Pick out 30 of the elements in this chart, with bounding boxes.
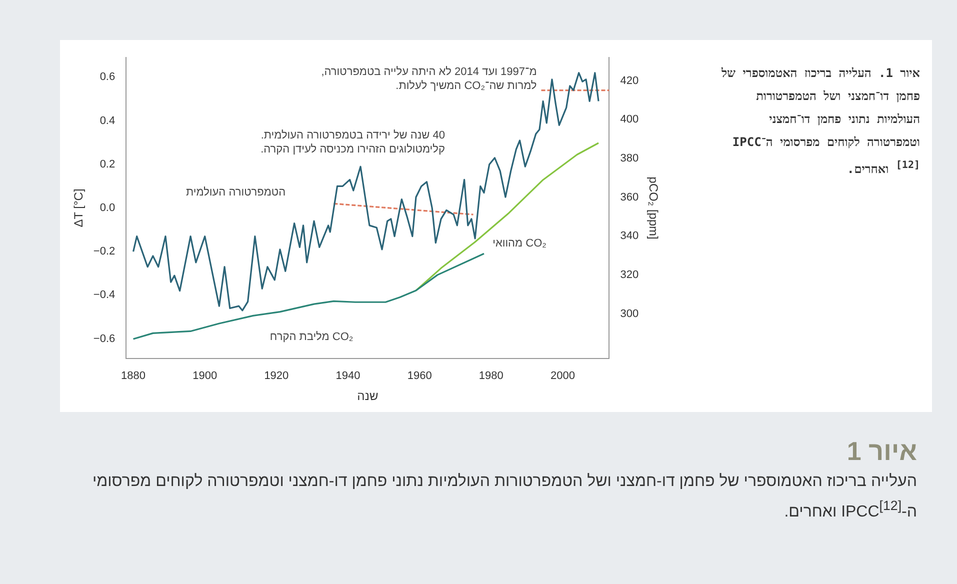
series-label: CO₂ מליבת הקרח (270, 330, 354, 343)
y2-tick-label: 400 (620, 114, 639, 126)
x-tick-label: 1940 (336, 370, 360, 382)
y2-tick-label: 340 (620, 230, 639, 242)
y-tick-label: 0.4 (100, 114, 116, 127)
y2-tick-label: 380 (620, 152, 639, 165)
y-tick-label: 0.0 (100, 202, 116, 214)
y-tick-label: −0.2 (93, 246, 116, 258)
x-tick-label: 1900 (192, 370, 218, 382)
y-tick-label: 0.6 (100, 71, 116, 84)
y2-tick-label: 300 (620, 308, 639, 320)
series-label: CO₂ מהוואי (492, 238, 546, 250)
y-tick-label: 0.2 (100, 158, 116, 170)
text: איור 1 (846, 436, 917, 467)
y2-tick-label: 360 (620, 191, 639, 204)
y-tick-label: −0.4 (93, 289, 116, 302)
y2-tick-label: 420 (620, 74, 639, 87)
y2-tick-label: 320 (620, 268, 639, 281)
x-tick-label: 1980 (478, 370, 504, 382)
x-tick-label: 1880 (121, 370, 146, 382)
y-axis-title: ΔT [°C] (72, 188, 86, 228)
x-tick-label: 2000 (550, 370, 575, 382)
text: הטמפרטורה העולמית (186, 186, 286, 198)
x-tick-label: 1920 (264, 370, 289, 382)
annotation: מ־1997 ועד 2014 לא היתה עלייה בטמפרטורה, למרות שה־CO₂ המשיך לעלות. (321, 66, 537, 92)
y-tick-label: −0.6 (93, 332, 116, 345)
x-axis-title: שנה (357, 389, 378, 404)
y2-axis-title: pCO₂ [ppm] (646, 176, 660, 240)
annotation: 40 שנה של ירידה בטמפרטורה העולמית. קלימטולוגים הזהירו מכניסה לעידן הקרה. (260, 129, 445, 156)
x-tick-label: 1960 (407, 370, 432, 382)
